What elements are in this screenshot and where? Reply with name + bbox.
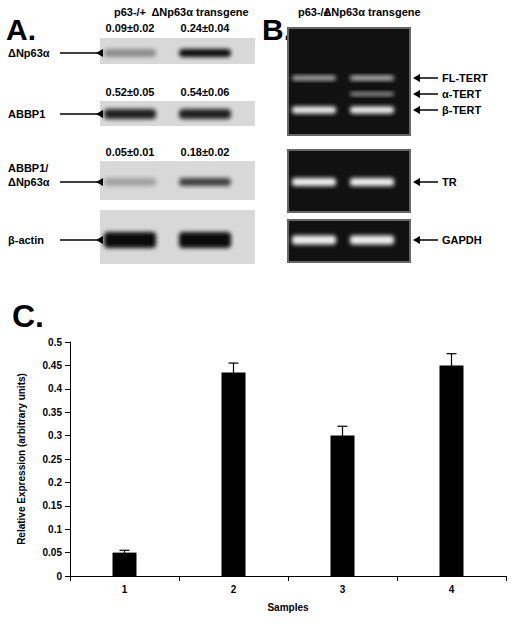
- svg-text:ABBP1/: ABBP1/: [8, 162, 48, 174]
- svg-text:0.35: 0.35: [43, 407, 63, 418]
- svg-text:0.52±0.05: 0.52±0.05: [106, 86, 155, 98]
- svg-text:GAPDH: GAPDH: [442, 234, 482, 246]
- svg-text:β-actin: β-actin: [8, 234, 44, 246]
- svg-text:ΔNp63α: ΔNp63α: [8, 47, 50, 59]
- svg-text:Samples: Samples: [267, 602, 309, 613]
- html-text:C.: C.: [12, 298, 44, 334]
- svg-text:1: 1: [122, 584, 128, 595]
- svg-text:β-TERT: β-TERT: [442, 104, 481, 116]
- svg-text:ΔNp63α: ΔNp63α: [8, 176, 50, 188]
- svg-text:ABBP1: ABBP1: [8, 108, 45, 120]
- svg-text:p63-/+: p63-/+: [114, 6, 146, 18]
- svg-text:0.15: 0.15: [43, 500, 63, 511]
- svg-text:0.05±0.01: 0.05±0.01: [106, 146, 155, 158]
- svg-text:4: 4: [449, 584, 455, 595]
- svg-text:0.3: 0.3: [48, 430, 62, 441]
- svg-text:3: 3: [340, 584, 346, 595]
- svg-text:0.4: 0.4: [48, 383, 62, 394]
- svg-text:A.: A.: [6, 13, 36, 46]
- svg-text:0.45: 0.45: [43, 360, 63, 371]
- svg-text:0.25: 0.25: [43, 454, 63, 465]
- svg-text:0.1: 0.1: [48, 524, 62, 535]
- svg-text:0.18±0.02: 0.18±0.02: [181, 146, 230, 158]
- svg-text:FL-TERT: FL-TERT: [442, 72, 488, 84]
- svg-text:α-TERT: α-TERT: [442, 88, 481, 100]
- svg-text:0.24±0.04: 0.24±0.04: [181, 22, 231, 34]
- svg-text:0.2: 0.2: [48, 477, 62, 488]
- svg-text:p63-/+: p63-/+: [297, 6, 331, 18]
- svg-text:0.09±0.02: 0.09±0.02: [106, 22, 155, 34]
- svg-text:Relative Expression (arbitrary: Relative Expression (arbitrary units): [16, 373, 27, 545]
- svg-text:ΔNp63α transgene: ΔNp63α transgene: [323, 6, 420, 18]
- svg-text:TR: TR: [442, 176, 457, 188]
- svg-text:B.: B.: [262, 13, 292, 46]
- svg-text:2: 2: [231, 584, 237, 595]
- svg-text:0.54±0.06: 0.54±0.06: [181, 86, 230, 98]
- svg-text:0.05: 0.05: [43, 547, 63, 558]
- svg-text:0.5: 0.5: [48, 337, 62, 348]
- svg-text:ΔNp63α transgene: ΔNp63α transgene: [151, 6, 248, 18]
- svg-text:0: 0: [56, 571, 62, 582]
